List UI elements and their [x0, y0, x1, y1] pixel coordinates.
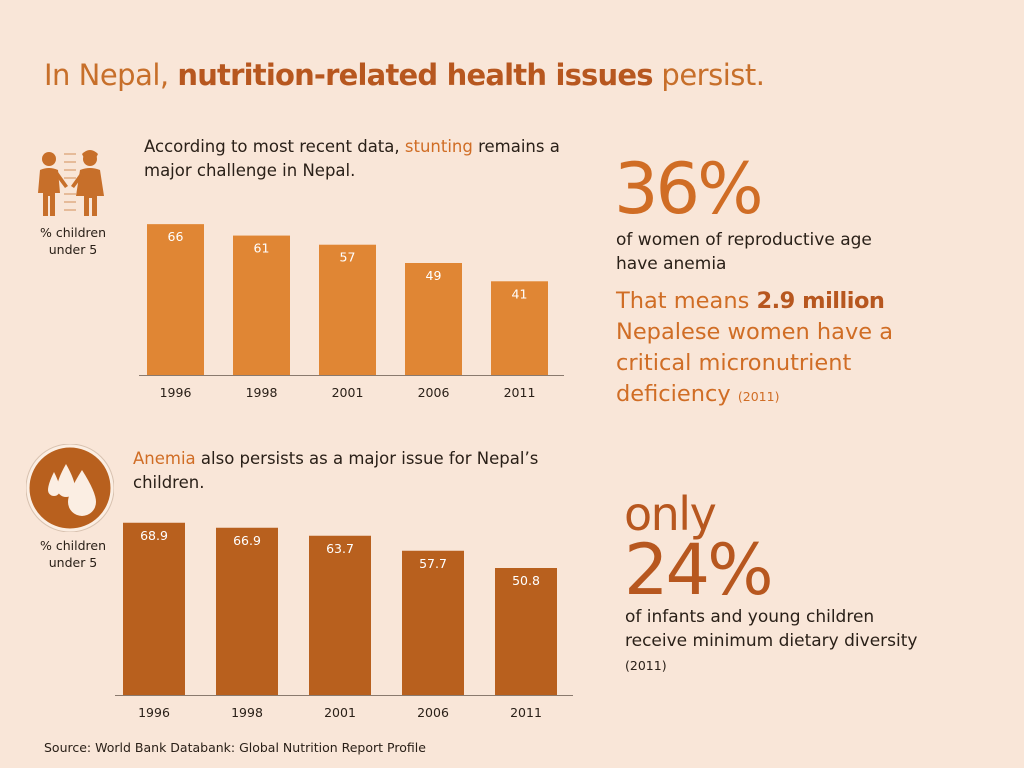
stunting-tick-label: 2011: [504, 385, 536, 400]
anemia-unit-line2: under 5: [48, 555, 98, 570]
stunting-value-label: 61: [254, 241, 270, 256]
women-callout: That means 2.9 million Nepalese women ha…: [616, 286, 956, 412]
anemia-bar-1996: [123, 522, 185, 695]
stunting-value-label: 57: [340, 250, 356, 265]
anemia-tick-label: 2006: [417, 705, 449, 720]
anemia-bar-2006: [402, 550, 464, 695]
anemia-unit-line1: % children: [39, 538, 106, 553]
infants-diet-desc: of infants and young children receive mi…: [625, 605, 925, 678]
anemia-bar-2001: [309, 535, 371, 695]
stunting-bar-1996: [147, 224, 204, 375]
title-prefix: In Nepal,: [44, 58, 178, 92]
anemia-bar-1998: [216, 527, 278, 695]
stunting-bar-2006: [405, 263, 462, 375]
children-icon: [38, 150, 104, 216]
stunting-bar-2001: [319, 244, 376, 375]
stunting-value-label: 41: [512, 286, 528, 301]
source-note: Source: World Bank Databank: Global Nutr…: [44, 740, 426, 755]
stunting-bar-chart: 66 1996 61 1998 57 2001 49 2006 41 2011: [139, 224, 564, 400]
callout-prefix: That means: [616, 288, 757, 314]
anemia-tick-label: 1996: [138, 705, 170, 720]
page-title: In Nepal, nutrition-related health issue…: [44, 58, 765, 92]
infants-year: (2011): [625, 658, 667, 673]
anemia-keyword: Anemia: [133, 449, 196, 468]
stunting-intro: According to most recent data, stunting …: [144, 135, 564, 183]
callout-year: (2011): [737, 389, 780, 404]
anemia-value-label: 57.7: [419, 556, 447, 571]
infants-desc-text: of infants and young children receive mi…: [625, 607, 918, 651]
blood-drops-icon: [26, 444, 114, 532]
anemia-tick-label: 2001: [324, 705, 356, 720]
stunting-unit-line1: % children: [39, 225, 106, 240]
women-anemia-desc: of women of reproductive age have anemia: [616, 230, 872, 274]
anemia-value-label: 68.9: [140, 528, 168, 543]
stunting-bar-2011: [491, 281, 548, 375]
anemia-tick-label: 2011: [510, 705, 542, 720]
stunting-tick-label: 2006: [418, 385, 450, 400]
stunting-intro-suffix: remains a major challenge in Nepal.: [144, 137, 560, 180]
stunting-tick-label: 2001: [332, 385, 364, 400]
anemia-tick-label: 1998: [231, 705, 263, 720]
stunting-keyword: stunting: [404, 137, 473, 156]
stunting-value-label: 49: [426, 268, 442, 283]
stunting-bar-1998: [233, 235, 290, 375]
callout-highlight: 2.9 million: [756, 288, 885, 314]
stunting-tick-label: 1998: [246, 385, 278, 400]
anemia-intro: Anemia also persists as a major issue fo…: [133, 447, 553, 495]
stunting-tick-label: 1996: [160, 385, 192, 400]
anemia-bar-2011: [495, 568, 557, 695]
anemia-bar-chart: 68.9 1996 66.9 1998 63.7 2001 57.7 2006 50.8 2011: [115, 522, 573, 720]
stunting-unit-line2: under 5: [48, 242, 98, 257]
title-highlight: nutrition-related health issues: [177, 58, 653, 92]
callout-suffix: Nepalese women have a critical micronutr…: [616, 319, 894, 407]
anemia-value-label: 66.9: [233, 533, 261, 548]
anemia-value-label: 50.8: [512, 573, 540, 588]
infants-diet-stat: 24%: [624, 529, 774, 611]
stunting-intro-prefix: According to most recent data,: [144, 137, 405, 156]
women-anemia-stat: 36%: [614, 148, 764, 230]
stunting-unit-label: % children under 5: [33, 224, 113, 258]
anemia-intro-suffix: also persists as a major issue for Nepal…: [133, 449, 539, 492]
infants-qualifier: only: [624, 487, 717, 541]
title-suffix: persist.: [652, 58, 765, 92]
anemia-value-label: 63.7: [326, 541, 354, 556]
anemia-unit-label: % children under 5: [33, 537, 113, 571]
stunting-value-label: 66: [168, 229, 184, 244]
